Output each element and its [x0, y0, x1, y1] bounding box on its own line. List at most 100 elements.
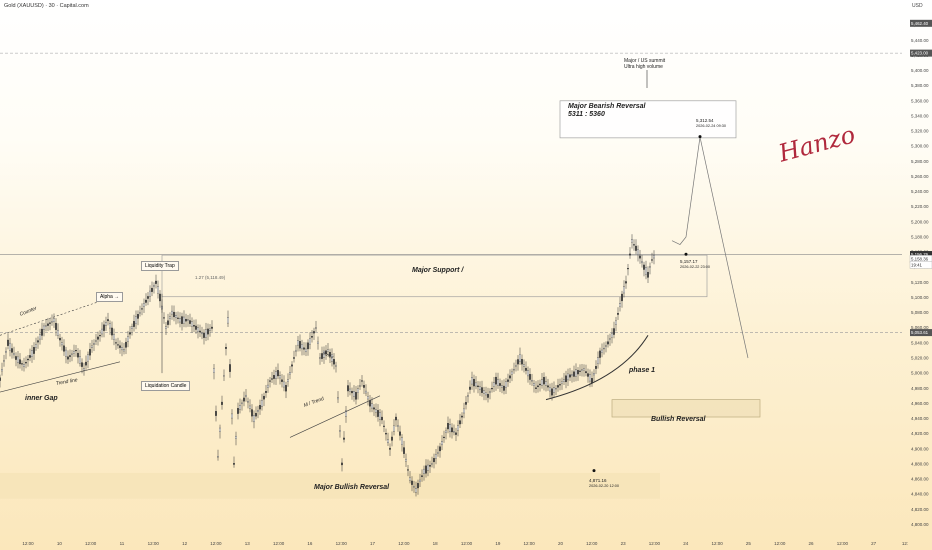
- candle-body: [129, 332, 131, 335]
- candle-body: [373, 407, 375, 410]
- candle-body: [87, 354, 89, 362]
- candle-body: [413, 486, 415, 488]
- y-tick-label: 5,080.00: [911, 310, 929, 315]
- candle-body: [49, 322, 51, 324]
- y-tick-label: 5,400.00: [911, 68, 929, 73]
- candle-body: [229, 364, 231, 372]
- candle-body: [301, 344, 303, 350]
- candle-body: [597, 357, 599, 364]
- candle-body: [43, 325, 45, 330]
- candle-body: [581, 369, 583, 371]
- candle-body: [511, 371, 513, 375]
- candle-body: [245, 394, 247, 397]
- candle-body: [621, 293, 623, 302]
- candle-body: [97, 336, 99, 340]
- candle-body: [99, 335, 101, 337]
- candle-body: [145, 299, 147, 303]
- candle-body: [559, 384, 561, 386]
- candle-body: [351, 390, 353, 394]
- candle-body: [51, 321, 53, 323]
- candle-body: [339, 430, 341, 432]
- candle-body: [73, 351, 75, 354]
- x-tick-label: 12:00: [336, 541, 348, 546]
- x-tick-label: 12:00: [210, 541, 222, 546]
- candle-body: [607, 341, 609, 345]
- x-tick-label: 16: [307, 541, 313, 546]
- candle-body: [33, 347, 35, 354]
- candle-body: [221, 401, 223, 405]
- candle-body: [169, 316, 171, 319]
- candle-body: [105, 322, 107, 326]
- candle-body: [399, 431, 401, 436]
- candle-body: [31, 350, 33, 357]
- candle-body: [149, 290, 151, 297]
- candle-body: [539, 383, 541, 386]
- candle-body: [485, 392, 487, 396]
- candle-body: [165, 326, 167, 329]
- candle-body: [75, 350, 77, 352]
- y-tick-label: 4,900.00: [911, 446, 929, 451]
- candle-body: [231, 413, 233, 419]
- candle-body: [469, 386, 471, 390]
- candle-body: [11, 348, 13, 353]
- candle-body: [543, 377, 545, 385]
- candle-body: [561, 381, 563, 384]
- trend-line: [0, 361, 121, 393]
- candle-body: [79, 356, 81, 364]
- target-high-date: 2026-02-24 09:30: [696, 124, 726, 128]
- candle-body: [177, 317, 179, 319]
- candle-body: [29, 355, 31, 358]
- candle-body: [3, 360, 5, 362]
- candle-body: [611, 333, 613, 338]
- candle-body: [77, 352, 79, 358]
- candle-body: [421, 475, 423, 477]
- candle-body: [17, 356, 19, 364]
- candle-body: [497, 379, 499, 386]
- candle-body: [395, 416, 397, 421]
- candle-body: [385, 433, 387, 435]
- x-tick-label: 19: [495, 541, 501, 546]
- candle-body: [255, 413, 257, 417]
- target-low-value: 5,157.17: [680, 259, 698, 264]
- y-tick-label: 4,880.00: [911, 461, 929, 466]
- candle-body: [411, 480, 413, 485]
- candle-body: [13, 353, 15, 356]
- y-tick-label: 5,340.00: [911, 113, 929, 118]
- candle-body: [477, 385, 479, 388]
- candle-body: [285, 385, 287, 392]
- x-tick-label: 10: [57, 541, 63, 546]
- marked-point: [684, 252, 688, 256]
- candle-body: [637, 249, 639, 255]
- candle-body: [459, 420, 461, 425]
- candle-body: [601, 349, 603, 353]
- y-tick-label: 4,860.00: [911, 477, 929, 482]
- candle-body: [89, 349, 91, 356]
- candle-body: [57, 329, 59, 336]
- major-support-label: Major Support /: [412, 267, 464, 274]
- candle-body: [333, 359, 335, 365]
- candle-body: [157, 286, 159, 294]
- candle-body: [0, 377, 1, 381]
- candle-body: [195, 325, 197, 330]
- candle-body: [309, 338, 311, 345]
- candle-body: [21, 363, 23, 365]
- y-tick-label: 4,980.00: [911, 386, 929, 391]
- candle-body: [461, 415, 463, 418]
- candle-body: [647, 271, 649, 278]
- candle-body: [387, 439, 389, 444]
- candle-body: [243, 397, 245, 402]
- marked-point: [698, 135, 702, 139]
- candle-body: [251, 409, 253, 417]
- candle-body: [555, 388, 557, 390]
- candle-body: [335, 365, 337, 367]
- phase-1-label: phase 1: [629, 367, 656, 374]
- candle-body: [443, 436, 445, 439]
- candle-body: [593, 373, 595, 376]
- y-tick-label: 4,940.00: [911, 416, 929, 421]
- candle-body: [437, 452, 439, 454]
- candle-body: [237, 408, 239, 414]
- candle-body: [117, 344, 119, 346]
- x-tick-label: 12:00: [649, 541, 661, 546]
